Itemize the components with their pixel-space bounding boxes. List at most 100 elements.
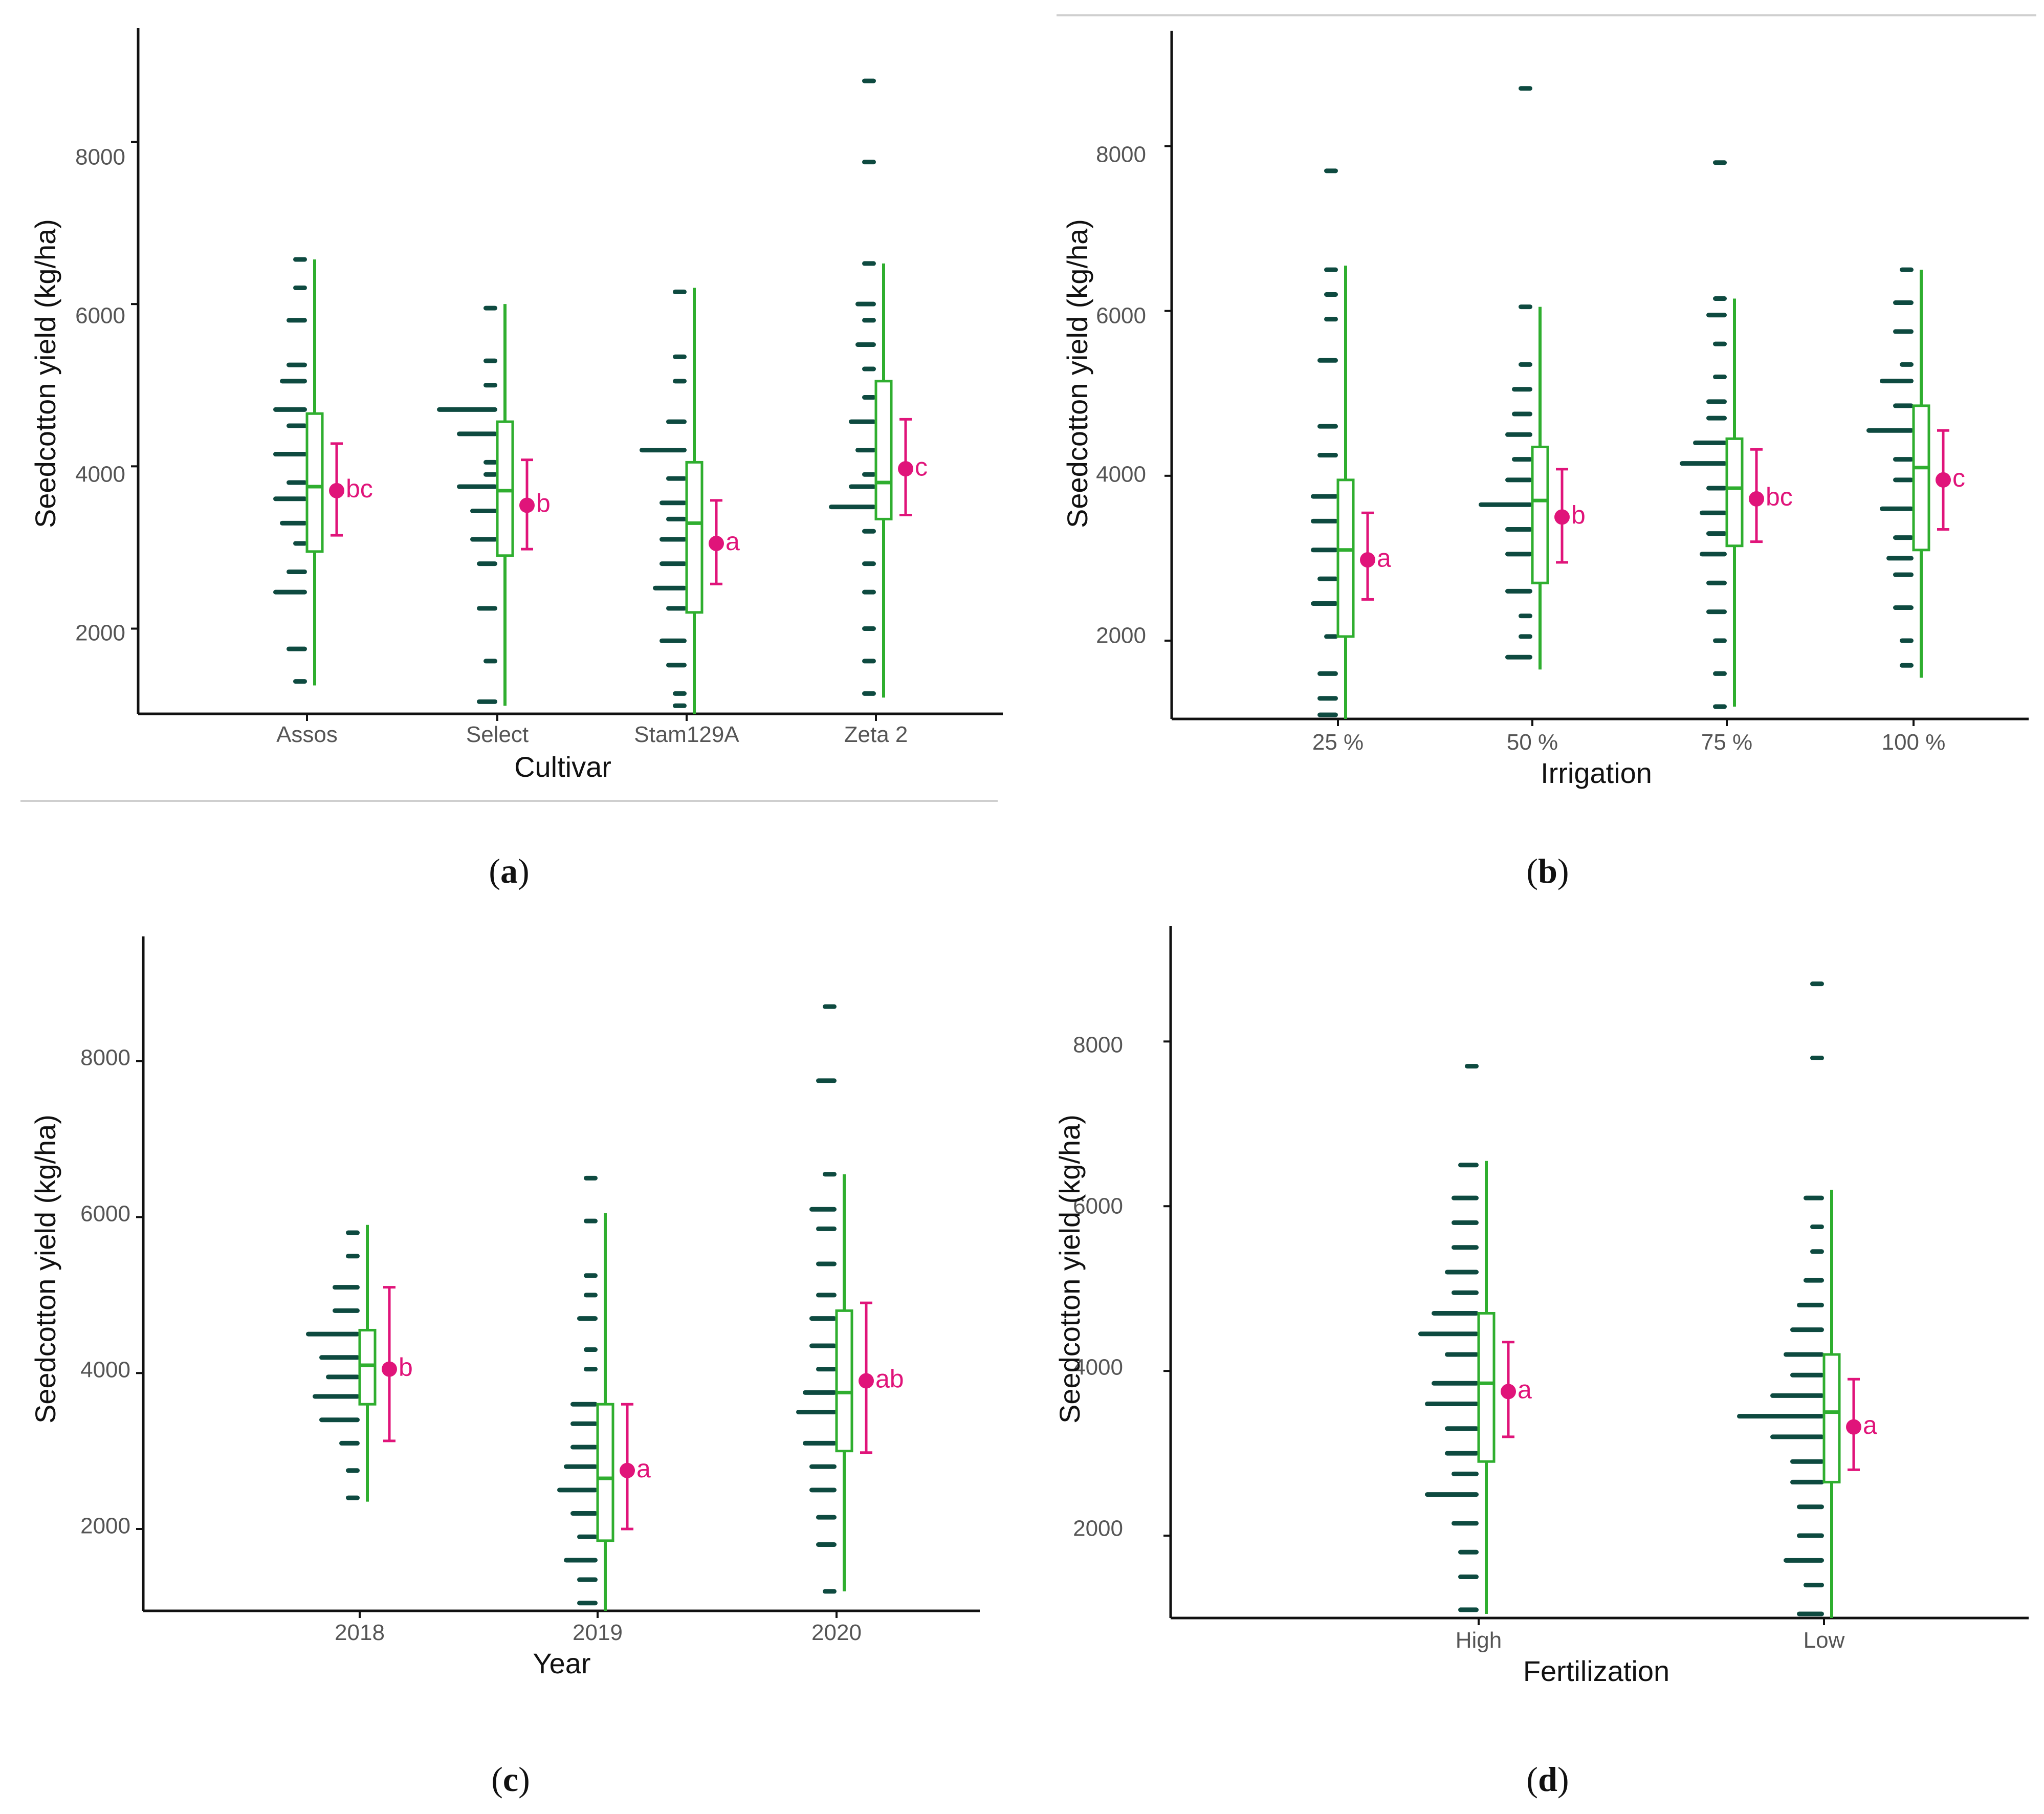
dot-stack: [1519, 304, 1532, 310]
dot-stack: [809, 1207, 837, 1212]
dot-stack: [584, 1175, 598, 1181]
dot-stack: [1512, 387, 1532, 392]
y-tick-label: 4000: [80, 1358, 130, 1383]
dot-stack: [1505, 654, 1532, 660]
dot-stack: [1317, 576, 1338, 581]
dot-stack: [1713, 160, 1727, 165]
dot-stack: [1797, 1302, 1824, 1307]
dot-stack: [849, 419, 876, 424]
dot-stack: [1311, 494, 1338, 499]
y-axis-title: Seedcotton yield (kg/ha): [29, 219, 61, 528]
x-axis-title: Cultivar: [514, 751, 611, 783]
x-tick-label: Select: [466, 722, 529, 747]
mean-point: [1360, 552, 1375, 568]
dot-stack: [1713, 375, 1727, 380]
dot-stack: [1770, 1393, 1824, 1398]
dot-stack: [809, 1316, 837, 1321]
dot-stack: [319, 1355, 360, 1360]
y-tick-label: 8000: [75, 145, 125, 170]
box: [835, 1309, 853, 1453]
dot-stack: [1458, 1163, 1479, 1168]
significance-letter: b: [1571, 501, 1586, 530]
dot-stack: [1900, 663, 1914, 668]
dot-stack: [477, 561, 497, 566]
dot-stack: [1311, 548, 1338, 553]
dot-stack: [816, 1078, 837, 1083]
dot-stack: [326, 1374, 360, 1380]
box: [1477, 1312, 1496, 1463]
dot-stack: [584, 1347, 598, 1352]
box: [305, 412, 324, 553]
dot-stack: [862, 78, 876, 83]
dot-stack: [666, 516, 687, 521]
significance-letter: a: [1377, 543, 1391, 572]
dot-stack: [809, 1488, 837, 1493]
panel-a: 2000 4000 6000 8000 Assos Select Stam129…: [29, 145, 908, 890]
box: [1531, 445, 1549, 584]
dot-stack: [584, 1218, 598, 1223]
dot-stack: [660, 537, 687, 542]
significance-letter: a: [1518, 1375, 1532, 1404]
dot-stack: [1784, 1352, 1824, 1357]
dot-stack: [287, 480, 307, 485]
dot-stack: [803, 1440, 837, 1446]
dot-stack: [1880, 506, 1914, 511]
dot-stack: [1790, 1327, 1824, 1332]
dot-stack: [1706, 416, 1727, 421]
panel-caption: (a): [489, 851, 529, 890]
y-tick-label: 6000: [75, 303, 125, 329]
dot-stack: [1713, 296, 1727, 301]
dot-stack: [584, 1293, 598, 1298]
dot-stack: [1445, 1352, 1479, 1357]
dot-stack: [313, 1394, 360, 1399]
mean-point: [859, 1373, 874, 1389]
dot-stack: [816, 1542, 837, 1547]
y-tick-label: 8000: [80, 1045, 130, 1070]
dot-stack: [673, 691, 687, 696]
dot-stack: [287, 362, 307, 367]
dot-stack: [1317, 358, 1338, 363]
dot-stack: [570, 1402, 598, 1407]
dot-stack: [1445, 1451, 1479, 1456]
dot-stack: [1706, 399, 1727, 404]
dot-stack: [1445, 1270, 1479, 1275]
y-tick-label: 8000: [1096, 142, 1146, 167]
dot-stack: [1706, 313, 1727, 318]
dot-stack: [584, 1367, 598, 1372]
dot-stack: [1452, 1245, 1479, 1250]
box: [358, 1328, 377, 1406]
significance-letter: a: [1863, 1411, 1877, 1439]
dot-stack: [1810, 981, 1824, 987]
dot-stack: [1324, 267, 1338, 272]
dot-stack: [1317, 712, 1338, 717]
dot-stack: [1479, 502, 1532, 507]
dot-stack: [862, 561, 876, 566]
dot-stack: [483, 305, 497, 311]
dot-stack: [1693, 440, 1727, 445]
box: [1912, 404, 1930, 552]
dot-stack: [346, 1230, 360, 1235]
dot-stack: [287, 423, 307, 428]
dot-stack: [816, 1226, 837, 1231]
mean-point: [1554, 509, 1570, 525]
dot-stack: [1893, 300, 1914, 305]
dot-stack: [577, 1534, 598, 1539]
dot-stack: [1452, 1220, 1479, 1225]
x-tick-label: 25 %: [1312, 730, 1364, 755]
dot-stack: [457, 431, 497, 436]
dot-stack: [855, 342, 876, 347]
dot-stack: [1706, 580, 1727, 585]
x-tick-label: Zeta 2: [844, 722, 908, 747]
dot-stack: [1893, 329, 1914, 334]
x-tick-label: High: [1456, 1628, 1502, 1653]
dot-stack: [855, 301, 876, 307]
dot-stack: [1700, 552, 1727, 557]
x-axis-title: Fertilization: [1523, 1655, 1669, 1687]
x-tick-label: Assos: [276, 722, 338, 747]
dot-stack: [855, 448, 876, 453]
dot-stack: [293, 285, 307, 290]
dot-stack: [470, 537, 497, 542]
mean-point: [709, 535, 724, 551]
dot-stack: [319, 1417, 360, 1423]
dot-stack: [1804, 1195, 1824, 1200]
